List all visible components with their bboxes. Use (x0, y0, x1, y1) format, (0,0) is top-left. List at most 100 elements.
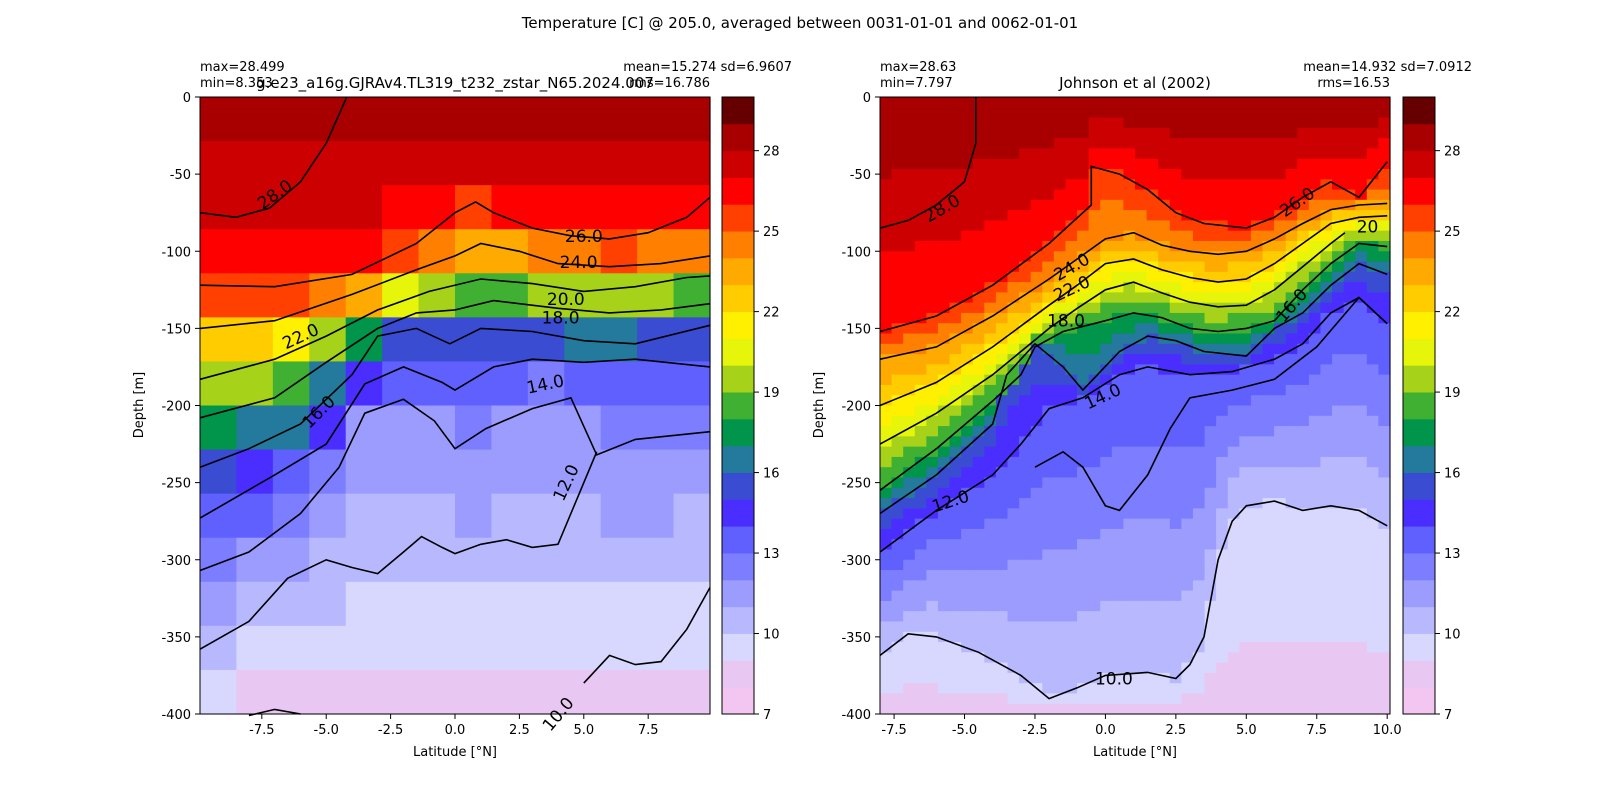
heatmap-cell (1007, 240, 1020, 252)
heatmap-cell (1216, 672, 1229, 684)
heatmap-cell (1285, 580, 1298, 592)
heatmap-cell (1308, 446, 1322, 458)
heatmap-cell (891, 271, 904, 283)
heatmap-cell (961, 652, 974, 664)
heatmap-cell (1262, 642, 1275, 653)
heatmap-cell (1262, 364, 1275, 376)
heatmap-cell (1123, 570, 1136, 581)
heatmap-cell (1366, 549, 1380, 561)
heatmap-cell (1135, 652, 1148, 664)
heatmap-cell (1030, 487, 1043, 499)
heatmap-cell (1332, 672, 1345, 684)
heatmap-cell (1297, 611, 1310, 623)
heatmap-cell (1088, 179, 1101, 191)
colorbar-swatch (1403, 284, 1435, 313)
heatmap-cell (937, 251, 951, 263)
heatmap-cell (903, 559, 916, 571)
heatmap-cell (1053, 508, 1067, 520)
heatmap-cell (1088, 220, 1101, 232)
colorbar-swatch (722, 257, 754, 286)
colorbar-swatch (1403, 392, 1435, 420)
heatmap-cell (1239, 539, 1252, 551)
heatmap-cell (984, 693, 997, 705)
colorbar-swatch (722, 311, 754, 339)
heatmap-cell (1366, 570, 1380, 581)
heatmap-cell (1111, 148, 1125, 160)
heatmap-cell (984, 539, 997, 551)
heatmap-cell (1332, 107, 1345, 119)
heatmap-cell (1100, 703, 1113, 715)
heatmap-cell (1216, 189, 1229, 201)
heatmap-cell (1065, 384, 1078, 396)
heatmap-cell (1146, 590, 1159, 602)
heatmap-cell (1123, 323, 1136, 335)
heatmap-cell (1378, 672, 1391, 684)
heatmap-cell (949, 158, 962, 170)
heatmap-cell (673, 185, 711, 230)
heatmap-cell (1355, 549, 1368, 561)
heatmap-cell (1158, 107, 1171, 119)
heatmap-cell (1181, 621, 1194, 633)
heatmap-cell (937, 600, 951, 612)
heatmap-cell (1285, 220, 1298, 232)
heatmap-cell (1088, 354, 1101, 365)
heatmap-cell (1227, 683, 1240, 695)
heatmap-cell (937, 683, 951, 695)
heatmap-cell (1181, 292, 1194, 304)
heatmap-cell (1146, 559, 1159, 571)
heatmap-cell (1355, 662, 1368, 674)
heatmap-cell (1088, 292, 1101, 304)
heatmap-cell (1239, 117, 1252, 129)
heatmap-cell (1250, 456, 1264, 468)
heatmap-cell (1181, 333, 1194, 345)
heatmap-cell (1227, 549, 1240, 561)
heatmap-cell (1250, 189, 1264, 201)
heatmap-cell (995, 117, 1009, 129)
heatmap-cell (1019, 158, 1032, 170)
heatmap-cell (1088, 570, 1101, 581)
heatmap-cell (1262, 210, 1275, 221)
heatmap-cell (1169, 138, 1182, 150)
heatmap-cell (1007, 354, 1020, 365)
heatmap-cell (984, 117, 997, 129)
heatmap-cell (1146, 600, 1159, 612)
heatmap-cell (1262, 384, 1275, 396)
heatmap-cell (1123, 158, 1136, 170)
heatmap-cell (1100, 210, 1113, 221)
heatmap-cell (1100, 436, 1113, 448)
heatmap-cell (236, 537, 274, 583)
heatmap-cell (1007, 271, 1020, 283)
heatmap-cell (1053, 415, 1067, 427)
heatmap-cell (1042, 652, 1055, 664)
heatmap-cell (1216, 179, 1229, 191)
heatmap-cell (200, 581, 238, 627)
heatmap-cell (1216, 436, 1229, 448)
heatmap-cell (637, 185, 675, 230)
heatmap-cell (937, 210, 951, 221)
heatmap-cell (1030, 364, 1043, 376)
heatmap-cell (1146, 415, 1159, 427)
heatmap-cell (1227, 210, 1240, 221)
heatmap-cell (1355, 230, 1368, 242)
heatmap-cell (1192, 374, 1206, 386)
heatmap-cell (527, 669, 565, 715)
heatmap-cell (1146, 487, 1159, 499)
heatmap-cell (949, 189, 962, 201)
heatmap-cell (1181, 611, 1194, 623)
heatmap-cell (1332, 683, 1345, 695)
heatmap-cell (1320, 559, 1333, 571)
heatmap-cell (1053, 148, 1067, 160)
heatmap-cell (1088, 415, 1101, 427)
heatmap-cell (1355, 508, 1368, 520)
heatmap-cell (1204, 539, 1217, 551)
heatmap-cell (1158, 117, 1171, 129)
heatmap-cell (1216, 631, 1229, 643)
heatmap-cell (1227, 343, 1240, 355)
heatmap-cell (1343, 642, 1356, 653)
heatmap-cell (903, 611, 916, 623)
heatmap-cell (961, 230, 974, 242)
heatmap-cell (1181, 364, 1194, 376)
heatmap-cell (1123, 436, 1136, 448)
heatmap-cell (995, 107, 1009, 119)
heatmap-cell (1343, 590, 1356, 602)
